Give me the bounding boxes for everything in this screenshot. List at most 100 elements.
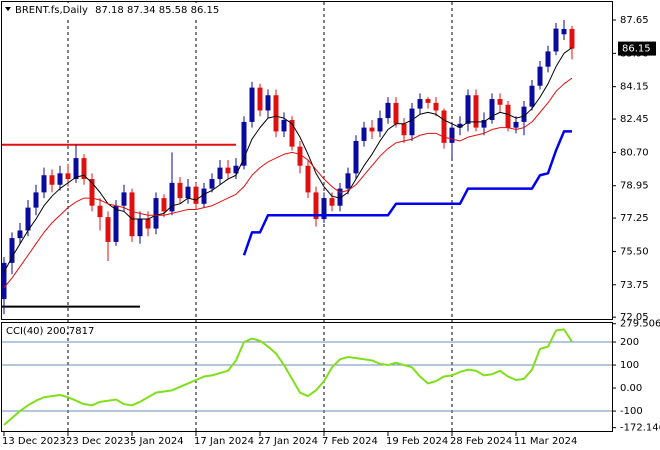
candle-body	[153, 198, 159, 229]
candle-body	[569, 28, 575, 49]
candle-body	[89, 179, 95, 206]
candle-body	[545, 51, 551, 67]
candle-body	[105, 217, 111, 242]
x-tick-label: 7 Feb 2024	[322, 436, 378, 447]
header-arrow	[5, 7, 11, 11]
candle-body	[337, 188, 343, 206]
y-tick-label: 75.50	[620, 246, 649, 257]
candle-body	[217, 167, 223, 180]
candle-body	[25, 207, 31, 231]
candle-body	[169, 182, 175, 212]
candle-body	[17, 230, 23, 239]
candle-body	[457, 123, 463, 128]
candle-body	[249, 87, 255, 122]
candle-body	[265, 95, 271, 111]
candle-body	[65, 173, 71, 180]
candle-body	[433, 102, 439, 111]
y-tick-label: -172.146	[620, 423, 660, 434]
candle-body	[561, 28, 567, 35]
candle-body	[313, 192, 319, 220]
candle-body	[409, 108, 415, 136]
candle-body	[161, 198, 167, 212]
candle-body	[201, 188, 207, 204]
candle-body	[529, 85, 535, 107]
candle-body	[345, 173, 351, 189]
candle-body	[289, 120, 295, 147]
indicator-line	[3, 328, 573, 426]
candle-body	[489, 99, 495, 120]
ohlc-close: 86.15	[191, 5, 220, 16]
y-tick-label: 279.5067	[620, 319, 660, 330]
candle-body	[193, 186, 199, 204]
candle-body	[257, 87, 263, 111]
overlay-line	[3, 47, 573, 273]
x-tick-label: 28 Feb 2024	[450, 436, 512, 447]
candle-body	[49, 175, 55, 185]
ohlc-low: 85.58	[159, 5, 188, 16]
candle-body	[369, 127, 375, 132]
candle-body	[1, 262, 7, 300]
candle-body	[273, 95, 279, 132]
candle-body	[9, 238, 15, 263]
indicator-title: CCI(40)	[6, 326, 44, 337]
candle-body	[209, 179, 215, 189]
y-tick-label: 72.05	[620, 312, 649, 323]
candle-body	[521, 106, 527, 122]
indicator-header: CCI(40) 200.7817	[6, 326, 94, 337]
candle-body	[497, 99, 503, 105]
candle-body	[553, 28, 559, 52]
ohlc-open: 87.18	[95, 5, 124, 16]
candle-body	[449, 127, 455, 143]
y-tick-label: 82.45	[620, 114, 649, 125]
candle-body	[401, 123, 407, 136]
candle-body	[33, 192, 39, 208]
price-panel	[1, 1, 613, 320]
candle-body	[121, 192, 127, 206]
candle-body	[441, 110, 447, 143]
header-bg	[2, 3, 198, 17]
candle-body	[129, 192, 135, 237]
indicator-value: 200.7817	[47, 326, 95, 337]
ohlc-high: 87.34	[127, 5, 156, 16]
current-price: 86.15	[622, 44, 651, 55]
candle-body	[185, 186, 191, 199]
candle-body	[281, 120, 287, 132]
y-tick-label: 80.70	[620, 147, 649, 158]
overlay-line	[242, 130, 572, 256]
candle-body	[329, 198, 335, 206]
candle-body	[537, 66, 543, 86]
price-box	[618, 41, 656, 56]
candle-body	[393, 102, 399, 124]
candle-body	[505, 104, 511, 128]
candle-body	[473, 95, 479, 128]
x-tick-label: 11 Mar 2024	[514, 436, 577, 447]
x-tick-label: 27 Jan 2024	[258, 436, 318, 447]
candle-body	[353, 140, 359, 174]
y-tick-label: 84.15	[620, 82, 649, 93]
y-tick-label: 73.75	[620, 280, 649, 291]
candle-body	[73, 158, 79, 180]
x-tick-label: 17 Jan 2024	[194, 436, 254, 447]
candle-body	[297, 146, 303, 166]
candle-body	[41, 175, 47, 193]
x-tick-label: 13 Dec 2023	[2, 436, 66, 447]
overlay-line	[3, 77, 573, 288]
candle-body	[97, 205, 103, 218]
y-tick-label: 0.00	[620, 383, 642, 394]
candle-body	[233, 165, 239, 174]
y-tick-label: 78.95	[620, 181, 649, 192]
symbol: BRENT.fs,Daily	[15, 5, 88, 16]
y-tick-label: -100	[620, 406, 643, 417]
y-tick-label: 77.25	[620, 213, 649, 224]
candle-body	[81, 158, 87, 180]
candle-body	[145, 219, 151, 229]
header: BRENT.fs,Daily 87.18 87.34 85.58 86.15	[15, 5, 219, 16]
y-tick-label: 100	[620, 360, 639, 371]
candle-body	[321, 198, 327, 220]
candle-body	[361, 127, 367, 141]
candle-body	[177, 182, 183, 199]
candle-body	[425, 99, 431, 103]
candle-body	[241, 121, 247, 166]
